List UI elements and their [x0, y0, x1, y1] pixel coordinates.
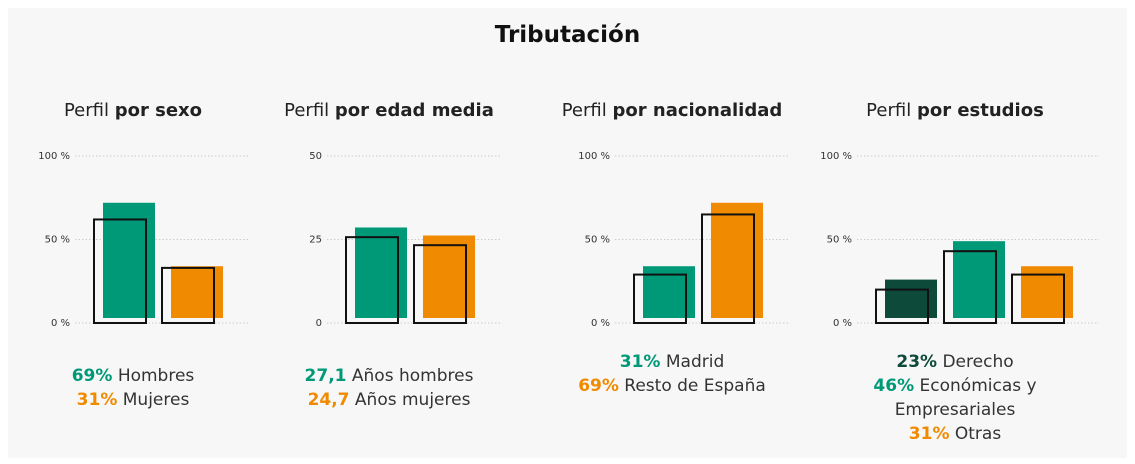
legend-entry: 46% Económicas y Empresariales	[840, 374, 1070, 422]
y-tick-label: 50 %	[585, 235, 610, 246]
legend-entry: 24,7 Años mujeres	[274, 388, 504, 412]
reference-bar	[161, 266, 215, 325]
reference-bar	[943, 250, 997, 324]
reference-bar	[1011, 273, 1065, 325]
legend-entry: 23% Derecho	[840, 350, 1070, 374]
y-tick-label: 25	[309, 235, 322, 246]
y-tick-label: 0	[316, 318, 322, 329]
reference-bar	[413, 244, 467, 324]
legend-value: 23%	[896, 352, 938, 372]
legend-value: 69%	[71, 366, 113, 386]
legend-value: 31%	[619, 352, 661, 372]
legend-label: Años mujeres	[354, 390, 471, 410]
legend-label: Resto de España	[624, 376, 766, 396]
legend-label: Derecho	[942, 352, 1014, 372]
reference-bar	[633, 273, 687, 325]
bar	[953, 241, 1005, 318]
legend-label: Años hombres	[351, 366, 474, 386]
title-bold: por estudios	[916, 100, 1044, 121]
legend-entry: 31% Madrid	[557, 350, 787, 374]
reference-bar	[345, 236, 399, 324]
y-tick-label: 100 %	[38, 151, 70, 162]
reference-bar	[93, 218, 147, 325]
panel-title: Perfil por edad media	[249, 100, 529, 121]
main-title: Tributación	[494, 22, 641, 48]
panel-title: Perfil por sexo	[0, 100, 273, 121]
y-tick-label: 100 %	[578, 151, 610, 162]
legend-label: Hombres	[117, 366, 195, 386]
panel-title: Perfil por estudios	[815, 100, 1095, 121]
y-tick-label: 50	[309, 151, 322, 162]
legend-value: 69%	[578, 376, 619, 396]
y-tick-label: 100 %	[820, 151, 852, 162]
legend: 27,1 Años hombres 24,7 Años mujeres	[274, 364, 504, 412]
legend-value: 46%	[873, 376, 915, 396]
legend: 23% Derecho 46% Económicas y Empresariale…	[840, 350, 1070, 446]
legend-label: Económicas y Empresariales	[894, 376, 1037, 420]
panel	[8, 8, 1127, 458]
y-tick-label: 0 %	[51, 318, 70, 329]
bar	[423, 235, 475, 318]
legend-value: 31%	[76, 390, 118, 410]
legend-label: Otras	[954, 424, 1002, 444]
bar	[711, 202, 763, 318]
y-tick-label: 0 %	[591, 318, 610, 329]
title-lead: Perfil	[63, 100, 109, 121]
legend-entry: 69% Hombres	[18, 364, 248, 388]
legend-entry: 69% Resto de España	[557, 374, 787, 398]
title-lead: Perfil	[284, 100, 330, 121]
title-bold: por sexo	[114, 100, 203, 121]
bar	[355, 227, 407, 318]
title-lead: Perfil	[866, 100, 912, 121]
legend-entry: 31% Mujeres	[18, 388, 248, 412]
title-bold: por edad media	[334, 100, 494, 121]
reference-bar	[701, 213, 755, 324]
panel-title: Perfil por nacionalidad	[532, 100, 812, 121]
title-lead: Perfil	[561, 100, 607, 121]
legend-value: 24,7	[307, 390, 350, 410]
bar	[171, 266, 223, 318]
legend-label: Madrid	[665, 352, 725, 372]
legend: 31% Madrid 69% Resto de España	[557, 350, 787, 398]
legend-value: 27,1	[304, 366, 347, 386]
legend-entry: 31% Otras	[840, 422, 1070, 446]
legend-entry: 27,1 Años hombres	[274, 364, 504, 388]
y-tick-label: 0 %	[833, 318, 852, 329]
legend: 69% Hombres 31% Mujeres	[18, 364, 248, 412]
bar	[885, 279, 937, 318]
legend-value: 31%	[908, 424, 950, 444]
title-bold: por nacionalidad	[612, 100, 783, 121]
y-tick-label: 50 %	[827, 235, 852, 246]
reference-bar	[875, 288, 929, 325]
legend-label: Mujeres	[122, 390, 190, 410]
y-tick-label: 50 %	[45, 235, 70, 246]
